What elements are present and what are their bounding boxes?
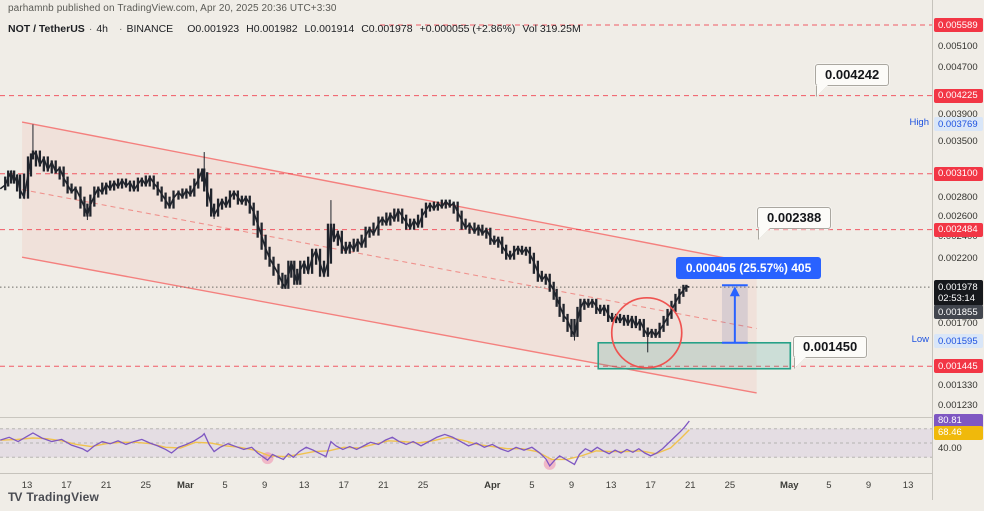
time-axis-tick: 17 [645, 480, 656, 491]
price-callout-label[interactable]: 0.002388 [757, 207, 832, 239]
price-range-label[interactable]: 0.000405 (25.57%) 405 [675, 257, 822, 280]
symbol-ohlc-row[interactable]: NOT / TetherUS · 4h · BINANCE O0.001923 H0.001… [8, 23, 588, 35]
price-axis-label: 0.002400 [938, 231, 978, 243]
ohlc-token: O0.001923 [187, 23, 240, 35]
price-axis-label: 0.002600 [938, 211, 978, 223]
time-axis-tick: May [780, 480, 799, 491]
ohlc-token: C0.001978 [361, 23, 413, 35]
time-axis-tick: 9 [568, 480, 575, 491]
demand-zone-box[interactable] [597, 341, 792, 370]
alert-price-badge: 0.002484 [934, 222, 983, 237]
secondary-price-badge: 0.001855 [934, 305, 983, 320]
channel-median-line[interactable] [21, 189, 757, 330]
time-axis-tick: Mar [176, 480, 194, 491]
channel-upper-line[interactable] [21, 121, 757, 265]
rsi-value-badge: 80.81 [934, 413, 983, 428]
time-axis-tick: 5 [529, 480, 535, 491]
low-word: Low [911, 334, 929, 346]
candle-countdown: 02:53:14 [938, 293, 975, 305]
price-axis-label: 0.004700 [938, 61, 978, 73]
bottom-highlight-ellipse[interactable] [610, 296, 683, 369]
time-axis-tick: 25 [417, 480, 429, 491]
alert-price-badge: 0.003100 [934, 166, 983, 181]
current-price-badge: 0.001978 02:53:14 [934, 280, 983, 307]
price-range-arrow-head [729, 286, 740, 297]
price-axis-label: 0.003500 [938, 136, 978, 148]
time-axis-tick: 17 [338, 480, 350, 491]
price-axis-label: 0.005100 [938, 41, 978, 53]
price-callout-label[interactable]: 0.004242 [815, 64, 890, 96]
descending-channel-fill[interactable] [22, 122, 757, 393]
callout-tail [795, 357, 806, 368]
price-axis-label: 0.002200 [938, 253, 978, 265]
rsi-axis-label: 40.00 [938, 443, 962, 455]
time-axis-tick: 13 [605, 480, 617, 491]
time-axis-tick: 9 [261, 480, 268, 491]
time-axis[interactable]: 13 17 21 25 Mar 5 9 13 17 21 25 Apr 5 9 13 17 21 25 May 5 9 1… [0, 473, 932, 501]
time-axis-tick: 13 [902, 480, 914, 491]
time-axis-tick: 13 [298, 480, 310, 491]
ohlc-token: Vol 319.25M [522, 23, 581, 35]
price-axis-label: 0.002800 [938, 192, 978, 204]
time-axis-tick: 25 [724, 480, 736, 491]
interval-label[interactable]: 4h [96, 23, 108, 35]
callout-tail [817, 85, 828, 96]
separator-dot: · [88, 23, 93, 35]
alert-price-badge: 0.005589 [934, 18, 983, 32]
price-axis[interactable]: 0.005100 0.004700 0.003900 0.003500 0.002800… [932, 0, 984, 500]
low-price-badge: 0.001595 [934, 334, 983, 349]
price-axis-label: 0.001230 [938, 399, 978, 411]
rsi-ma-value-badge: 68.46 [934, 425, 983, 440]
ohlc-token: H0.001982 [246, 23, 298, 35]
tradingview-logo-text: TradingView [26, 490, 100, 504]
rsi-line[interactable] [0, 420, 690, 468]
ohlc-values: O0.001923 H0.001982 L0.001914 C0.001978 +0.0… [187, 23, 588, 35]
time-axis-tick: Apr [484, 480, 501, 491]
tradingview-logo-icon: TV [8, 490, 22, 504]
tradingview-logo[interactable]: TV TradingView [8, 490, 99, 504]
high-price-badge: 0.003769 [934, 117, 983, 132]
high-word: High [909, 117, 929, 129]
alert-price-badge: 0.001445 [934, 359, 983, 374]
ohlc-token: L0.001914 [304, 23, 355, 35]
symbol-name[interactable]: NOT / TetherUS [8, 23, 85, 35]
exchange-label[interactable]: BINANCE [126, 23, 174, 35]
publish-byline: parhamnb published on TradingView.com, A… [8, 3, 337, 14]
rsi-oversold-marker [261, 452, 274, 465]
time-axis-tick: 13 [21, 480, 33, 491]
chart-legend[interactable]: parhamnb published on TradingView.com, A… [8, 3, 588, 35]
price-axis-label: 0.003900 [938, 108, 978, 120]
time-axis-tick: 21 [100, 480, 112, 491]
price-chart-svg[interactable] [0, 0, 932, 473]
time-axis-tick: 21 [685, 480, 696, 491]
channel-lower-line[interactable] [21, 256, 757, 394]
time-axis-tick: 5 [826, 480, 832, 491]
time-axis-tick: 21 [378, 480, 389, 491]
alert-price-badge: 0.004225 [934, 88, 983, 103]
time-axis-tick: 9 [865, 480, 872, 491]
price-axis-label: 0.001330 [938, 380, 978, 392]
ohlc-token: +0.000055 (+2.86%) [419, 23, 516, 35]
separator-dot: · [119, 23, 123, 35]
time-axis-tick: 5 [222, 480, 228, 491]
price-callout-label[interactable]: 0.001450 [793, 336, 868, 368]
price-axis-label: 0.001700 [938, 318, 978, 330]
time-axis-tick: 25 [140, 480, 152, 491]
time-axis-tick: 17 [61, 480, 72, 491]
callout-tail [759, 228, 770, 239]
